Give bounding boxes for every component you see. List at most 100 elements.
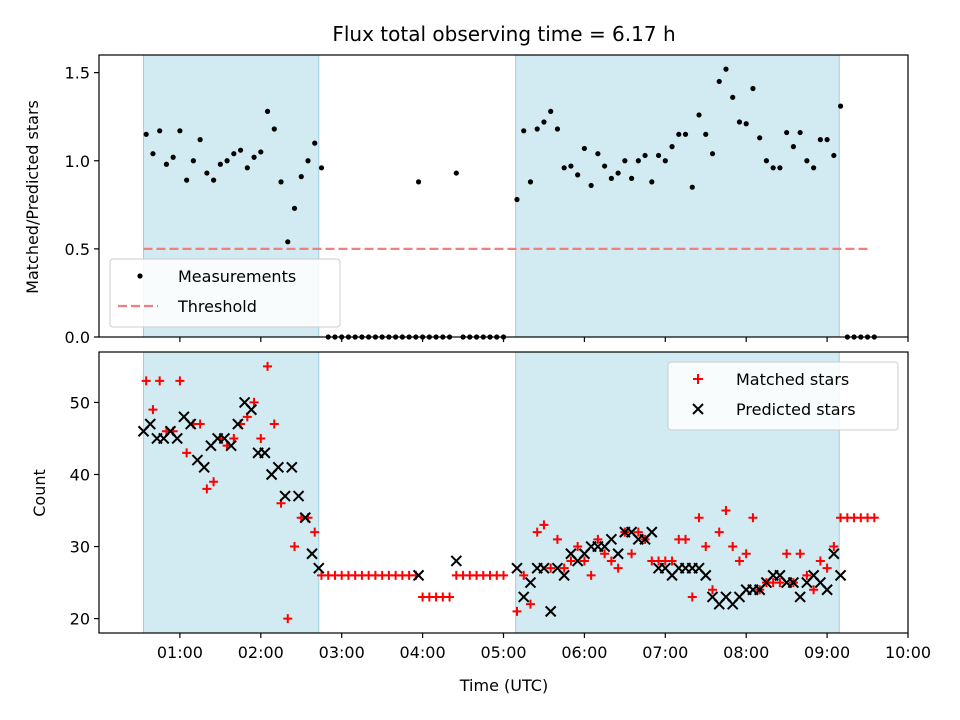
matched-star-point [141,376,151,386]
matched-star-point [155,376,165,386]
matched-star-point [573,542,583,552]
measurement-point [669,144,675,150]
measurement-point [521,128,527,134]
predicted-star-point [292,490,305,502]
matched-star-point [701,542,711,552]
matched-star-point [586,570,596,580]
matched-star-point [869,513,879,523]
measurement-point [318,165,325,171]
measurement-point [157,128,163,134]
matched-star-point [613,563,623,573]
predicted-star-point [412,569,425,582]
measurement-point [595,151,601,157]
measurement-point [534,126,540,132]
measurement-point [649,179,655,185]
predicted-star-point [259,447,271,459]
matched-star-point [707,585,717,595]
matched-star-point [795,549,805,559]
shaded-band [515,54,840,338]
measurement-point [689,184,695,190]
x-tick-label: 01:00 [157,643,203,662]
measurement-point [453,170,459,176]
matched-star-point [633,527,643,537]
legend-marker [692,403,704,415]
measurement-point [750,85,756,92]
matched-star-point [202,484,212,494]
measurement-point [258,149,264,155]
shaded-band [142,351,320,634]
measurement-point [790,144,796,150]
measurement-point [797,129,803,136]
measurement-point [143,131,149,137]
measurement-point [264,108,271,114]
legend-label: Matched stars [736,370,849,389]
predicted-star-point [518,591,530,603]
matched-star-point [600,549,610,559]
predicted-star-point [544,605,557,618]
matched-star-point [229,433,239,443]
matched-star-point [525,599,535,609]
matched-star-point [175,376,185,386]
measurement-point [804,158,810,164]
measurement-point [730,94,736,100]
matched-star-point [822,563,832,573]
matched-star-point [566,556,576,566]
measurement-point [757,135,763,141]
matched-star-point [290,542,300,552]
measurement-point [696,112,702,118]
matched-star-point [775,578,785,588]
y-tick-label: 1.0 [65,152,90,171]
matched-star-point [748,513,758,523]
y-tick-label: 30 [70,538,90,557]
predicted-star-point [286,461,298,473]
matched-star-point [782,549,792,559]
measurement-point [312,140,318,146]
predicted-star-point [821,584,833,596]
measurement-point [622,158,628,164]
predicted-star-point [834,569,847,582]
matched-star-point [728,542,738,552]
measurement-point [655,152,662,159]
matched-star-point [539,520,549,530]
predicted-star-point [450,555,463,567]
measurement-point [682,131,689,137]
measurement-point [575,172,581,178]
predicted-star-point [198,461,210,473]
matched-star-point [195,419,205,429]
predicted-star-point [794,591,806,603]
matched-star-point [721,506,731,516]
measurement-point [662,158,668,164]
x-axis-label: Time (UTC) [459,676,548,695]
matched-star-point [741,549,751,559]
predicted-star-point [524,576,537,589]
predicted-star-point [299,512,312,524]
matched-star-point [532,527,542,537]
measurement-point [770,165,776,171]
legend-label: Predicted stars [736,400,856,419]
measurement-point [817,137,823,143]
predicted-star-point [184,418,197,430]
matched-star-point [606,556,616,566]
matched-star-point [714,527,724,537]
matched-star-point [499,570,508,580]
measurement-point [305,158,311,164]
measurement-point [588,182,594,189]
x-tick-label: 10:00 [885,643,931,662]
legend-marker [137,273,143,279]
measurement-point [285,239,291,245]
measurement-point [716,78,722,85]
measurement-point [608,175,614,181]
predicted-star-point [144,418,156,430]
measurement-point [824,137,830,143]
matched-star-point [809,585,819,595]
matched-star-point [802,570,812,580]
matched-star-point [256,433,266,443]
measurement-point [743,121,749,127]
predicted-star-point [700,569,712,582]
predicted-star-point [828,548,840,560]
measurement-point [676,131,682,137]
predicted-star-point [272,461,285,473]
measurement-point [231,151,237,157]
matched-star-point [269,419,279,429]
y-tick-label: 0.0 [65,328,90,347]
